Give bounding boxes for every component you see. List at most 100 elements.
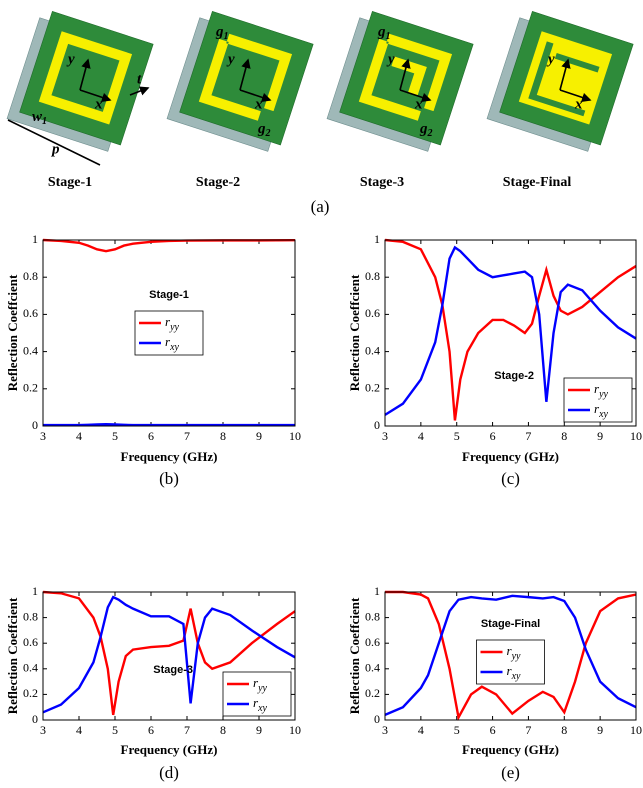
caption: (b)	[159, 469, 179, 488]
annotation: Stage-Final	[481, 618, 540, 630]
diagram-tile	[327, 8, 473, 154]
legend-label-sub: yy	[598, 389, 608, 400]
x-tick-label: 3	[40, 723, 46, 737]
x-tick-label: 7	[525, 723, 531, 737]
annotation-sub: 2	[427, 128, 433, 139]
x-axis-label: Frequency (GHz)	[121, 449, 218, 464]
y-tick-label: 1	[32, 584, 38, 598]
x-tick-label: 4	[418, 429, 424, 443]
annotation: Stage-3	[153, 664, 193, 676]
x-tick-label: 8	[561, 723, 567, 737]
x-tick-label: 7	[184, 723, 190, 737]
caption: (e)	[501, 763, 520, 782]
annotation-sub: 1	[386, 31, 391, 42]
x-tick-label: 8	[220, 723, 226, 737]
panel-label: Stage-2	[196, 175, 240, 190]
y-tick-label: 0.6	[365, 306, 380, 320]
x-axis-label: Frequency (GHz)	[462, 742, 559, 757]
x-axis-label: Frequency (GHz)	[462, 449, 559, 464]
x-tick-label: 3	[40, 429, 46, 443]
diagram-tile	[7, 8, 153, 154]
x-tick-label: 7	[525, 429, 531, 443]
y-axis-label: Reflection Coeffcient	[347, 597, 362, 714]
x-tick-label: 5	[454, 723, 460, 737]
annotation: y	[226, 51, 235, 67]
x-tick-label: 4	[76, 723, 82, 737]
y-axis-label: Reflection Coeffcient	[347, 274, 362, 391]
annotation: Stage-2	[494, 370, 534, 382]
annotation: x	[574, 96, 583, 112]
annotation-sub: 1	[42, 116, 47, 127]
x-tick-label: 5	[112, 723, 118, 737]
x-tick-label: 8	[561, 429, 567, 443]
y-tick-label: 1	[374, 584, 380, 598]
y-tick-label: 0.6	[23, 306, 38, 320]
caption: (d)	[159, 763, 179, 782]
annotation: y	[66, 51, 75, 67]
panel-label: Stage-3	[360, 175, 404, 190]
y-tick-label: 0.2	[23, 686, 38, 700]
annotation: x	[414, 96, 423, 112]
y-tick-label: 0.8	[23, 269, 38, 283]
annotation-sub: 1	[224, 31, 229, 42]
x-tick-label: 9	[597, 429, 603, 443]
x-tick-label: 10	[630, 429, 642, 443]
x-tick-label: 6	[490, 429, 496, 443]
legend-label-sub: xy	[511, 671, 521, 682]
x-tick-label: 3	[382, 723, 388, 737]
annotation: p	[50, 141, 60, 157]
x-tick-label: 9	[597, 723, 603, 737]
x-tick-label: 5	[112, 429, 118, 443]
y-tick-label: 0	[32, 712, 38, 726]
x-tick-label: 10	[289, 723, 301, 737]
x-tick-label: 9	[256, 723, 262, 737]
y-tick-label: 0.2	[23, 381, 38, 395]
figure: w1 t p x y g1 g2 x y g1 g2 x y x y Stage…	[0, 0, 643, 788]
y-tick-label: 1	[32, 232, 38, 246]
x-tick-label: 5	[454, 429, 460, 443]
x-axis-label: Frequency (GHz)	[121, 742, 218, 757]
y-axis-label: Reflection Coeffcient	[5, 597, 20, 714]
x-tick-label: 6	[490, 723, 496, 737]
y-tick-label: 0.4	[365, 343, 380, 357]
y-tick-label: 1	[374, 232, 380, 246]
caption: (a)	[311, 197, 330, 216]
y-tick-label: 0.4	[365, 661, 380, 675]
annotation: x	[94, 96, 103, 112]
legend-label-sub: yy	[169, 322, 179, 333]
caption: (c)	[501, 469, 520, 488]
legend-label-sub: yy	[511, 651, 521, 662]
legend-label-sub: yy	[257, 683, 267, 694]
y-tick-label: 0.8	[23, 609, 38, 623]
x-tick-label: 3	[382, 429, 388, 443]
legend-label-sub: xy	[169, 342, 179, 353]
y-tick-label: 0.8	[365, 269, 380, 283]
x-tick-label: 8	[220, 429, 226, 443]
x-tick-label: 10	[289, 429, 301, 443]
y-tick-label: 0.2	[365, 381, 380, 395]
y-tick-label: 0.6	[365, 635, 380, 649]
panel-label: Stage-Final	[503, 175, 572, 190]
y-axis-label: Reflection Coeffcient	[5, 274, 20, 391]
annotation: x	[254, 96, 263, 112]
legend-label-sub: xy	[257, 703, 267, 714]
y-tick-label: 0.6	[23, 635, 38, 649]
series-line	[43, 424, 295, 425]
x-tick-label: 10	[630, 723, 642, 737]
y-tick-label: 0.4	[23, 343, 38, 357]
panel-label: Stage-1	[48, 175, 92, 190]
x-tick-label: 9	[256, 429, 262, 443]
x-tick-label: 4	[418, 723, 424, 737]
y-tick-label: 0.4	[23, 661, 38, 675]
legend-label-sub: xy	[598, 409, 608, 420]
diagram-tile	[487, 8, 633, 154]
y-tick-label: 0	[374, 712, 380, 726]
annotation: Stage-1	[149, 289, 189, 301]
y-tick-label: 0	[374, 418, 380, 432]
diagram-tile	[167, 8, 313, 154]
x-tick-label: 7	[184, 429, 190, 443]
x-tick-label: 6	[148, 723, 154, 737]
x-tick-label: 6	[148, 429, 154, 443]
annotation-sub: 2	[265, 128, 271, 139]
y-tick-label: 0.2	[365, 686, 380, 700]
